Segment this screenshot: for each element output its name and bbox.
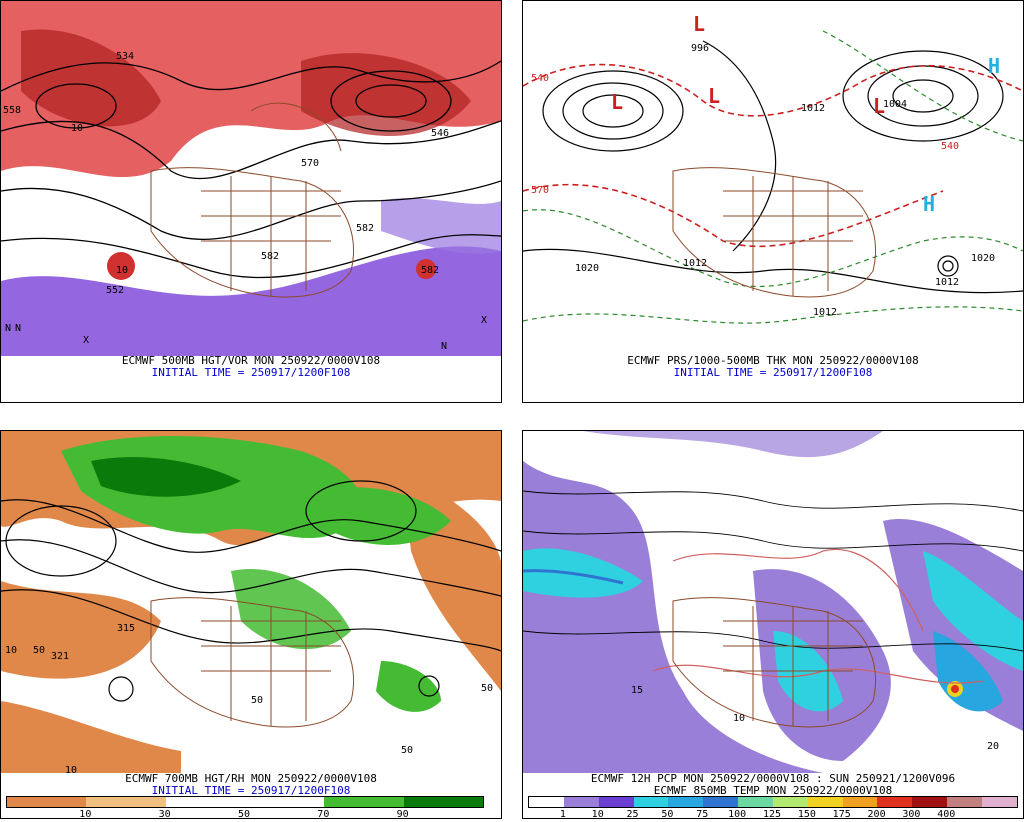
colorbar-tick-label: 1 (559, 809, 566, 820)
caption-prs-thk-line2: INITIAL TIME = 250917/1200F108 (673, 366, 873, 379)
colorbar-swatch (403, 797, 483, 807)
caption-700mb: ECMWF 700MB HGT/RH MON 250922/0000V108 I… (1, 773, 501, 797)
colorbar-tick-label: 70 (317, 809, 330, 820)
colorbar-tick-label: 90 (396, 809, 409, 820)
map-500mb (1, 1, 501, 356)
colorbar-tick-label: 150 (797, 809, 816, 820)
colorbar-tick-label: 300 (902, 809, 921, 820)
caption-500mb-line2: INITIAL TIME = 250917/1200F108 (151, 366, 351, 379)
colorbar-swatch (633, 797, 669, 807)
panel-700mb-hgt-rh: 315 321 10 50 50 50 50 10 ECMWF 700MB HG… (0, 430, 502, 822)
colorbar-swatch (86, 797, 166, 807)
panel-500mb-hgt-vor: ECMWF 500MB HGT/VOR MON 250922/0000V108 … (0, 0, 502, 403)
colorbar-swatch (244, 797, 325, 807)
colorbar-tick-label: 75 (696, 809, 709, 820)
colorbar-tick-label: 50 (237, 809, 251, 820)
colorbar-swatch (877, 797, 913, 807)
caption-pcp: ECMWF 12H PCP MON 250922/0000V108 : SUN … (523, 773, 1023, 797)
colorbar-pcp-swatches (528, 796, 1018, 808)
map-pcp-svg (523, 431, 1023, 773)
colorbar-swatch (703, 797, 739, 807)
map-prs-thk-svg (523, 1, 1023, 356)
caption-prs-thk: ECMWF PRS/1000-500MB THK MON 250922/0000… (523, 355, 1023, 379)
colorbar-rh: 10 30 50 70 90 (6, 796, 484, 822)
colorbar-pcp: 1 10 25 50 75 100 125 150 175 200 300 400 (528, 796, 1018, 822)
colorbar-swatch (529, 797, 564, 807)
colorbar-swatch (324, 797, 404, 807)
colorbar-swatch (912, 797, 948, 807)
colorbar-swatch (165, 797, 245, 807)
colorbar-tick-label: 200 (867, 809, 886, 820)
caption-500mb-line1: ECMWF 500MB HGT/VOR MON 250922/0000V108 (121, 354, 381, 367)
colorbar-tick-label: 400 (937, 809, 956, 820)
colorbar-swatch (842, 797, 878, 807)
colorbar-swatch (738, 797, 773, 807)
colorbar-swatch (598, 797, 634, 807)
colorbar-tick-label: 100 (728, 809, 747, 820)
map-500mb-svg (1, 1, 501, 356)
panel-12h-pcp-850mb-temp: 15 10 20 ECMWF 12H PCP MON 250922/0000V1… (522, 430, 1024, 822)
colorbar-swatch (668, 797, 704, 807)
colorbar-tick-label: 25 (626, 809, 639, 820)
colorbar-swatch (772, 797, 808, 807)
caption-prs-thk-line1: ECMWF PRS/1000-500MB THK MON 250922/0000… (627, 354, 919, 367)
map-700mb (1, 431, 501, 773)
colorbar-swatch (947, 797, 982, 807)
colorbar-tick-label: 125 (762, 809, 782, 820)
colorbar-tick-label: 30 (158, 809, 171, 820)
colorbar-rh-swatches (6, 796, 484, 808)
colorbar-tick-label: 10 (591, 809, 604, 820)
map-700mb-svg (1, 431, 501, 773)
caption-700mb-line1: ECMWF 700MB HGT/RH MON 250922/0000V108 (125, 772, 377, 785)
caption-pcp-line1: ECMWF 12H PCP MON 250922/0000V108 : SUN … (590, 772, 956, 785)
colorbar-swatch (7, 797, 87, 807)
colorbar-tick-label: 175 (832, 809, 851, 820)
colorbar-tick-label: 10 (79, 809, 92, 820)
colorbar-tick-label: 50 (661, 809, 674, 820)
map-pcp (523, 431, 1023, 773)
colorbar-swatch (807, 797, 843, 807)
panel-prs-thk: 996 1004 1020 1012 1012 1020 1012 1012 5… (522, 0, 1024, 403)
caption-500mb: ECMWF 500MB HGT/VOR MON 250922/0000V108 … (1, 355, 501, 379)
caption-pcp-line2: ECMWF 850MB TEMP MON 250922/0000V108 (653, 784, 893, 797)
colorbar-swatch (981, 797, 1017, 807)
caption-700mb-line2: INITIAL TIME = 250917/1200F108 (151, 784, 351, 797)
colorbar-swatch (563, 797, 599, 807)
map-prs-thk (523, 1, 1023, 356)
